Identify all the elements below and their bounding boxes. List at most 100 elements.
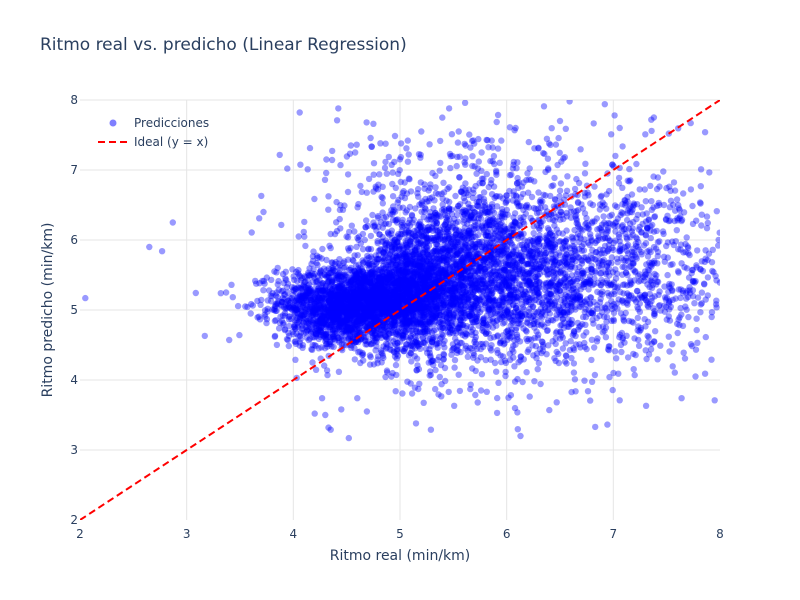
data-point: [494, 347, 501, 354]
data-point: [360, 313, 368, 320]
data-point: [289, 292, 297, 299]
data-point: [381, 279, 388, 286]
data-point: [261, 311, 268, 318]
data-point: [387, 281, 394, 289]
data-point: [357, 283, 364, 291]
data-point: [319, 300, 327, 308]
data-point: [319, 279, 326, 287]
data-point: [361, 274, 368, 282]
data-point: [378, 272, 386, 279]
data-point: [368, 282, 376, 290]
data-point: [355, 200, 362, 208]
data-point: [326, 274, 333, 282]
data-point: [320, 265, 328, 272]
data-point: [335, 368, 343, 375]
data-point: [370, 298, 377, 305]
data-point: [299, 289, 306, 296]
data-point: [343, 294, 351, 301]
data-point: [340, 285, 347, 292]
data-point: [363, 310, 370, 317]
data-point: [387, 305, 395, 312]
data-point: [318, 281, 325, 288]
data-point: [334, 305, 341, 312]
data-point: [345, 309, 352, 316]
data-point: [315, 327, 322, 334]
data-point: [357, 288, 364, 295]
data-point: [321, 176, 329, 183]
data-point: [311, 334, 318, 341]
data-point: [371, 292, 379, 300]
data-point: [306, 296, 313, 303]
data-point: [356, 281, 364, 289]
data-point: [416, 277, 424, 284]
data-point: [360, 311, 368, 318]
data-point: [386, 298, 393, 305]
data-point: [362, 224, 369, 231]
data-point: [296, 272, 303, 279]
data-point: [383, 268, 391, 276]
data-point: [369, 286, 376, 294]
data-point: [380, 286, 388, 293]
data-point: [294, 324, 301, 331]
data-point: [369, 319, 377, 326]
data-point: [350, 289, 357, 297]
data-point: [295, 300, 303, 307]
data-point: [417, 320, 424, 328]
data-point: [515, 184, 522, 192]
data-point: [389, 169, 396, 176]
data-point: [356, 313, 363, 320]
data-point: [346, 310, 354, 318]
data-point: [365, 295, 373, 302]
data-point: [376, 274, 383, 281]
data-point: [397, 338, 404, 345]
data-point: [425, 359, 432, 366]
prediction-points: [82, 100, 720, 442]
data-point: [344, 307, 352, 314]
data-point: [347, 282, 354, 289]
data-point: [313, 306, 320, 314]
data-point: [410, 312, 417, 319]
data-point: [332, 276, 339, 284]
data-point: [338, 319, 345, 326]
data-point: [364, 297, 372, 304]
data-point: [399, 317, 407, 324]
data-point: [455, 371, 462, 378]
data-point: [398, 281, 405, 289]
data-point: [328, 320, 336, 327]
data-point: [305, 271, 312, 278]
data-point: [357, 288, 364, 296]
data-point: [288, 297, 295, 305]
data-point: [390, 278, 397, 286]
data-point: [338, 300, 345, 307]
data-point: [326, 298, 333, 305]
data-point: [431, 314, 438, 321]
data-point: [311, 294, 318, 301]
data-point: [364, 304, 371, 312]
data-point: [314, 273, 322, 280]
data-point: [296, 313, 304, 321]
data-point: [463, 323, 470, 330]
data-point: [279, 298, 286, 306]
data-point: [433, 339, 441, 347]
data-point: [359, 260, 367, 267]
data-point: [369, 287, 376, 294]
data-point: [272, 300, 280, 308]
data-point: [357, 182, 364, 190]
data-point: [405, 317, 412, 325]
data-point: [323, 279, 330, 287]
data-point: [572, 388, 579, 395]
data-point: [358, 302, 366, 309]
data-point: [434, 242, 442, 249]
data-point: [421, 297, 428, 304]
data-point: [302, 242, 309, 250]
data-point: [341, 305, 348, 312]
data-point: [337, 295, 345, 302]
data-point: [346, 301, 353, 309]
data-point: [375, 301, 383, 308]
data-point: [367, 289, 374, 296]
data-point: [397, 300, 405, 307]
data-point: [360, 297, 367, 305]
data-point: [316, 318, 323, 325]
data-point: [378, 272, 386, 280]
data-point: [344, 313, 351, 320]
